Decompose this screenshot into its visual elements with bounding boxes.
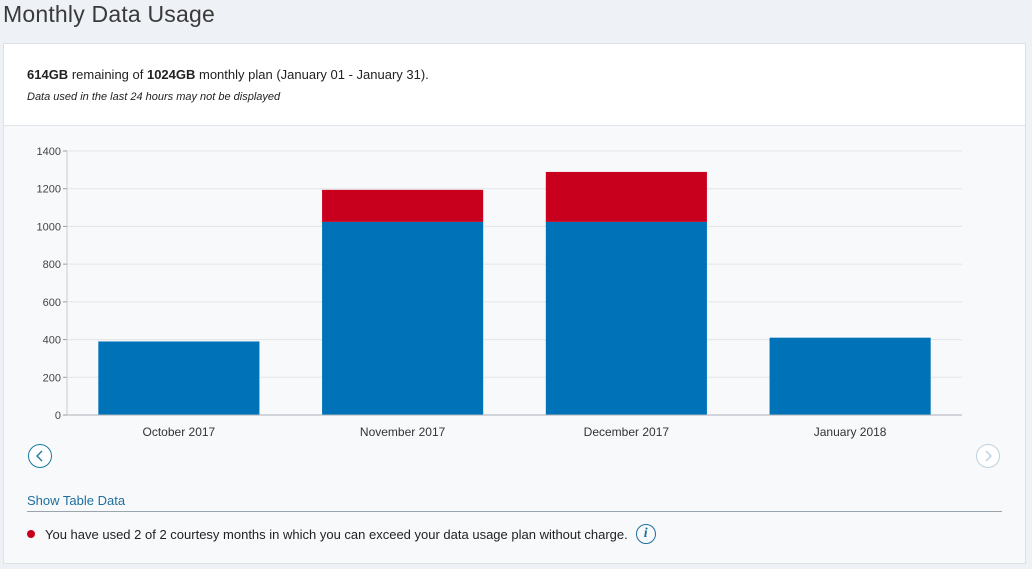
usage-bar-chart: 0 200 400 600 800 1000 1200 1400 October 2017 Nov… — [37, 146, 962, 439]
courtesy-months-text: You have used 2 of 2 courtesy months in … — [45, 526, 628, 542]
bar-within-plan — [545, 221, 707, 415]
bar-within-plan — [322, 221, 484, 415]
plan-amount: 1024GB — [146, 67, 196, 82]
x-tick-label: December 2017 — [584, 425, 670, 439]
bar-within-plan — [769, 337, 931, 415]
x-tick-label: November 2017 — [360, 425, 446, 439]
courtesy-months-notice: You have used 2 of 2 courtesy months in … — [27, 522, 656, 546]
y-tick-label: 400 — [43, 335, 61, 347]
chevron-right-icon — [985, 450, 992, 462]
y-tick-label: 600 — [43, 297, 61, 309]
previous-months-button[interactable] — [28, 444, 52, 468]
page-title: Monthly Data Usage — [3, 1, 215, 27]
y-tick-label: 1400 — [37, 146, 61, 158]
usage-note: Data used in the last 24 hours may not b… — [27, 91, 281, 103]
summary-text-end: monthly plan (January 01 - January 31). — [195, 67, 429, 82]
bar-overage — [322, 189, 484, 222]
x-tick-label: January 2018 — [814, 425, 887, 439]
usage-card: 614GB remaining of 1024GB monthly plan (… — [3, 43, 1026, 564]
y-tick-label: 0 — [55, 410, 61, 422]
usage-summary: 614GB remaining of 1024GB monthly plan (… — [4, 44, 1025, 126]
next-months-button[interactable] — [976, 444, 1000, 468]
y-tick-label: 1200 — [37, 184, 61, 196]
y-tick-label: 200 — [43, 372, 61, 384]
alert-dot-icon — [27, 530, 35, 538]
divider — [27, 511, 1002, 512]
chevron-left-icon — [36, 450, 43, 462]
x-tick-label: October 2017 — [143, 425, 216, 439]
remaining-summary: 614GB remaining of 1024GB monthly plan (… — [27, 67, 429, 82]
show-table-data-link[interactable]: Show Table Data — [27, 493, 126, 508]
bar-overage — [545, 171, 707, 222]
remaining-amount: 614GB — [27, 67, 69, 82]
y-tick-label: 1000 — [37, 221, 61, 233]
bar-within-plan — [98, 341, 260, 415]
info-icon[interactable]: i — [635, 524, 656, 544]
y-tick-label: 800 — [43, 259, 61, 271]
summary-text-middle: remaining of — [68, 67, 147, 82]
